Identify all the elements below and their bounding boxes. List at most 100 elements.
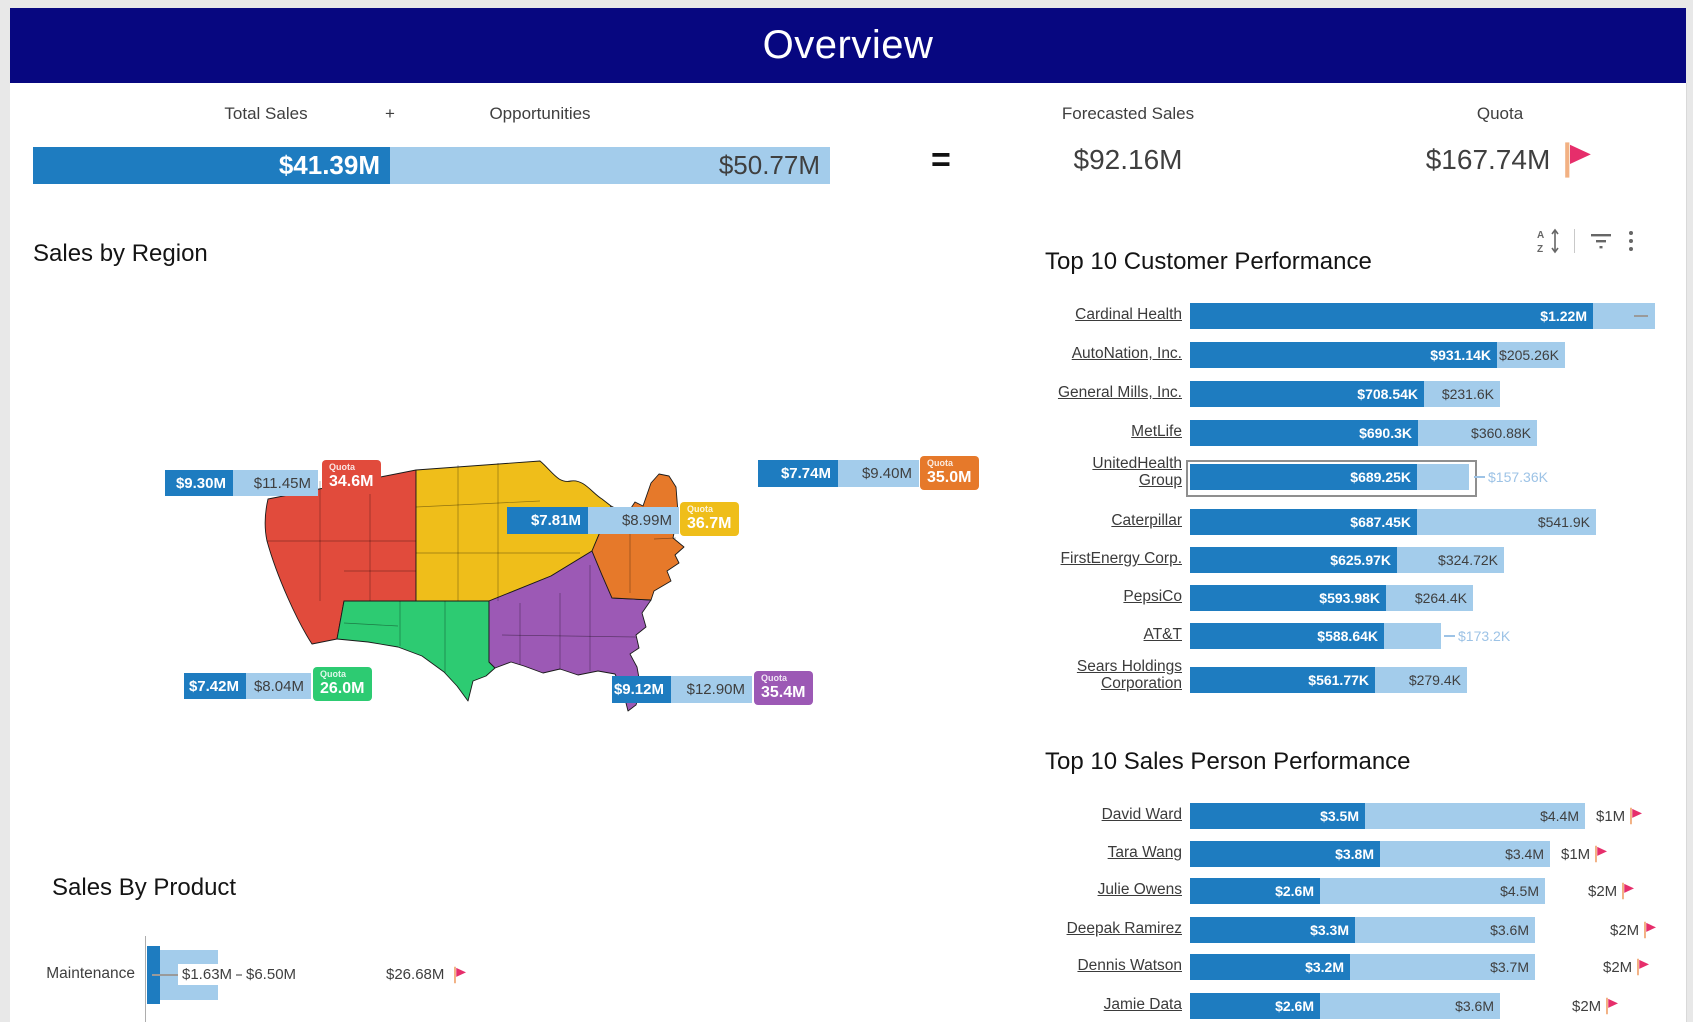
salesperson-sales-bar[interactable]: $3.3M: [1190, 917, 1355, 943]
salesperson-quota: $2M: [1610, 921, 1658, 939]
customer-link-pepsico[interactable]: PepsiCo: [1123, 588, 1182, 605]
salesperson-opportunities-bar[interactable]: $3.6M: [1355, 917, 1535, 943]
total-sales-bar[interactable]: $41.39M: [33, 147, 390, 184]
customer-sales-bar[interactable]: $690.3K: [1190, 420, 1418, 446]
customer-sales-bar[interactable]: $689.25K: [1190, 464, 1417, 490]
salesperson-quota: $1M: [1561, 845, 1609, 863]
total-sales-value: $41.39M: [278, 150, 380, 180]
salesperson-opportunities-bar[interactable]: $4.4M: [1365, 803, 1585, 829]
forecasted-sales-label: Forecasted Sales: [1061, 104, 1195, 123]
customer-opportunities-bar[interactable]: $324.72K: [1397, 547, 1504, 573]
customer-link-unitedhealth[interactable]: UnitedHealth Group: [1092, 455, 1182, 489]
report-canvas: Overview Total Sales + Opportunities For…: [10, 8, 1687, 1022]
salesperson-link-tara-wang[interactable]: Tara Wang: [1107, 844, 1182, 861]
product-opportunities-value: $6.50M: [242, 964, 301, 985]
salesperson-sales-bar[interactable]: $2.6M: [1190, 993, 1320, 1019]
west-opportunities-bar[interactable]: $11.45M: [233, 470, 318, 496]
customer-sales-bar[interactable]: $708.54K: [1190, 381, 1424, 407]
sort-az-icon[interactable]: A Z: [1536, 228, 1560, 254]
quota-flag-icon: [1606, 997, 1619, 1015]
south-opportunities-value: $8.04M: [253, 677, 304, 695]
customer-opportunities-outside-label: $173.2K: [1458, 628, 1511, 644]
salesperson-link-dennis-watson[interactable]: Dennis Watson: [1077, 957, 1182, 974]
svg-text:A: A: [1537, 230, 1544, 241]
south-opportunities-bar[interactable]: $8.04M: [246, 673, 311, 699]
west-sales-bar[interactable]: $9.30M: [165, 470, 233, 496]
south-sales-value: $7.42M: [188, 677, 239, 695]
salesperson-sales-bar[interactable]: $3.5M: [1190, 803, 1365, 829]
customer-opportunities-bar[interactable]: $360.88K: [1418, 420, 1537, 446]
more-options-icon[interactable]: [1627, 229, 1635, 253]
quota-flag-icon: [1595, 845, 1608, 863]
salesperson-sales-bar[interactable]: $3.2M: [1190, 954, 1350, 980]
quota-value: $167.74M: [1425, 144, 1551, 175]
product-axis-line: [145, 936, 146, 1022]
selection-outline: [1186, 460, 1477, 497]
label-connector: [1444, 635, 1455, 637]
quota-flag-icon: [1637, 958, 1650, 976]
customer-opportunities-bar[interactable]: $231.6K: [1424, 381, 1500, 407]
customer-opportunities-bar[interactable]: [1384, 623, 1441, 649]
customer-sales-bar[interactable]: $1.22M: [1190, 303, 1593, 329]
product-sales-value: $1.63M: [178, 964, 237, 985]
customer-link-firstenergy[interactable]: FirstEnergy Corp.: [1060, 550, 1182, 567]
midwest-opportunities-bar[interactable]: $8.99M: [588, 507, 679, 534]
salesperson-link-david-ward[interactable]: David Ward: [1101, 806, 1182, 823]
customer-link-sears[interactable]: Sears Holdings Corporation: [1076, 658, 1182, 692]
northeast-sales-bar[interactable]: $7.74M: [758, 460, 838, 487]
midwest-sales-bar[interactable]: $7.81M: [507, 507, 588, 534]
visual-header-toolbar: A Z: [1536, 228, 1635, 254]
midwest-quota-badge: Quota 36.7M: [680, 502, 740, 536]
map-region-west[interactable]: [264, 469, 417, 645]
map-region-northeast[interactable]: [591, 473, 685, 601]
southeast-sales-value: $9.12M: [613, 681, 664, 698]
filter-icon[interactable]: [1589, 231, 1613, 251]
southeast-opportunities-bar[interactable]: $12.90M: [671, 676, 752, 703]
banner: Overview: [10, 8, 1686, 83]
salesperson-link-jamie-data[interactable]: Jamie Data: [1103, 996, 1182, 1013]
southeast-quota-badge: Quota 35.4M: [754, 671, 814, 705]
customer-opportunities-outside-label: $157.36K: [1488, 469, 1548, 485]
customer-opportunities-bar[interactable]: $205.26K: [1497, 342, 1565, 368]
svg-text:Z: Z: [1537, 244, 1543, 254]
state-borders: [267, 463, 677, 673]
south-sales-bar[interactable]: $7.42M: [184, 673, 246, 699]
salesperson-opportunities-bar[interactable]: $4.5M: [1320, 878, 1545, 904]
customer-sales-bar[interactable]: $561.77K: [1190, 667, 1375, 693]
salesperson-quota: $2M: [1572, 997, 1620, 1015]
midwest-sales-value: $7.81M: [530, 512, 581, 529]
customer-opportunities-bar[interactable]: $541.9K: [1417, 509, 1596, 535]
salesperson-link-julie-owens[interactable]: Julie Owens: [1097, 881, 1182, 898]
customer-link-metlife[interactable]: MetLife: [1131, 423, 1182, 440]
quota-flag-icon: [453, 966, 466, 984]
customer-sales-bar[interactable]: $687.45K: [1190, 509, 1417, 535]
customer-link-general-mills[interactable]: General Mills, Inc.: [1057, 384, 1182, 401]
customer-sales-bar[interactable]: $625.97K: [1190, 547, 1397, 573]
customer-sales-bar[interactable]: $593.98K: [1190, 585, 1386, 611]
salesperson-opportunities-bar[interactable]: $3.7M: [1350, 954, 1535, 980]
salesperson-opportunities-bar[interactable]: $3.4M: [1380, 841, 1550, 867]
northeast-opportunities-bar[interactable]: $9.40M: [838, 460, 919, 487]
customer-opportunities-bar[interactable]: [1417, 464, 1469, 490]
customer-opportunities-bar[interactable]: $264.4K: [1386, 585, 1473, 611]
customer-link-autonation[interactable]: AutoNation, Inc.: [1071, 345, 1182, 362]
salesperson-sales-bar[interactable]: $2.6M: [1190, 878, 1320, 904]
customer-link-caterpillar[interactable]: Caterpillar: [1111, 512, 1182, 529]
salesperson-sales-bar[interactable]: $3.8M: [1190, 841, 1380, 867]
product-quota-value: $26.68M: [382, 964, 472, 987]
opportunities-bar[interactable]: $50.77M: [390, 147, 830, 184]
west-quota-badge: Quota 34.6M: [322, 460, 382, 494]
quota-flag-icon: [1644, 921, 1657, 939]
customer-sales-bar[interactable]: $588.64K: [1190, 623, 1384, 649]
customer-sales-bar[interactable]: $931.14K: [1190, 342, 1497, 368]
top-salespeople-title: Top 10 Sales Person Performance: [1045, 748, 1411, 775]
customer-link-att[interactable]: AT&T: [1143, 626, 1182, 643]
quota-flag-icon: [1630, 807, 1643, 825]
customer-opportunities-bar[interactable]: $279.4K: [1375, 667, 1467, 693]
customer-link-cardinal-health[interactable]: Cardinal Health: [1075, 306, 1182, 323]
page-title: Overview: [762, 23, 934, 67]
salesperson-link-deepak-ramirez[interactable]: Deepak Ramirez: [1066, 920, 1182, 937]
southeast-sales-bar[interactable]: $9.12M: [612, 676, 671, 703]
salesperson-opportunities-bar[interactable]: $3.6M: [1320, 993, 1500, 1019]
sales-by-product-title: Sales By Product: [52, 874, 237, 901]
